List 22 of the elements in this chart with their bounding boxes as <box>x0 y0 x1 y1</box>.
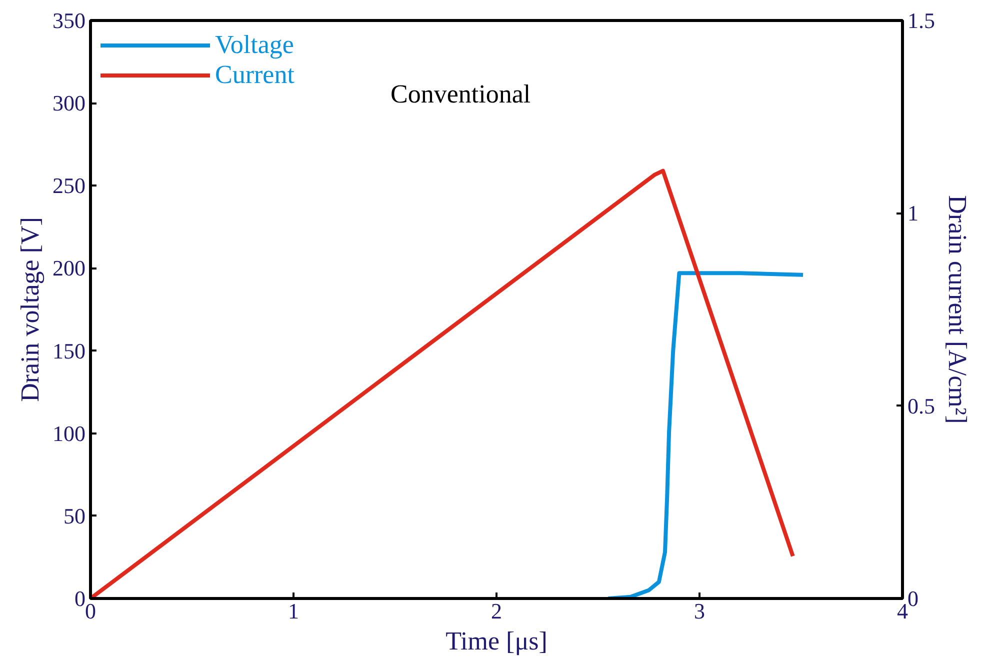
x-axis-title: Time [μs] <box>446 626 548 656</box>
y-tick-label: 350 <box>52 8 86 33</box>
x-tick-label: 2 <box>491 598 502 624</box>
line-series <box>606 271 806 598</box>
legend-label: Voltage <box>215 30 294 60</box>
x-tick-label: 4 <box>897 598 908 624</box>
annotation: Conventional <box>390 80 531 108</box>
x-tick-label: 3 <box>694 598 705 624</box>
y2-axis-title: Drain current [A/cm²] <box>943 195 972 424</box>
x-tick-label: 1 <box>288 598 299 624</box>
legend-label: Current <box>215 60 294 90</box>
y-tick-label: 100 <box>52 420 86 446</box>
y-tick-label: 250 <box>52 173 86 198</box>
y-tick-label: 200 <box>52 256 86 281</box>
y2-tick-label: 1 <box>908 200 918 226</box>
y-tick-label: 300 <box>52 90 86 116</box>
y2-tick-label: 0.5 <box>908 393 935 418</box>
y-axis-title: Drain voltage [V] <box>16 217 44 402</box>
y-tick-label: 50 <box>64 503 86 528</box>
y2-tick-label: 1.5 <box>908 8 935 33</box>
line-series <box>90 168 795 598</box>
y-tick-label: 150 <box>52 338 86 364</box>
